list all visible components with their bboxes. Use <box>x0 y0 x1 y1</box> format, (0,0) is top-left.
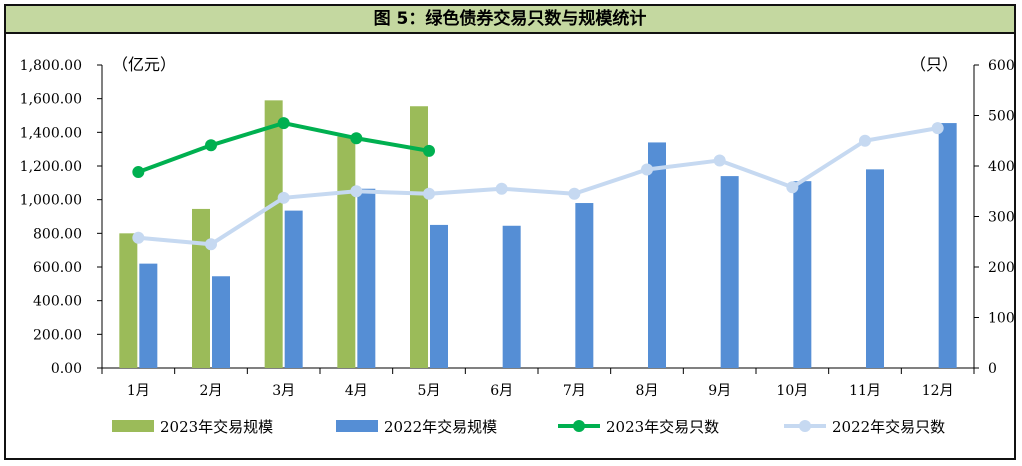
axes: 0.00 200.00 400.00 600.00 800.00 1,000.00 1,20… <box>20 58 1015 399</box>
legend-label: 2022年交易规模 <box>384 418 497 436</box>
data-point <box>205 238 217 251</box>
left-tick-label: 1,200.00 <box>20 159 82 175</box>
right-tick-label: 100 <box>988 311 1015 327</box>
legend-label: 2023年交易只数 <box>606 418 719 436</box>
data-point <box>205 139 217 152</box>
left-tick-label: 600.00 <box>33 260 82 276</box>
bar <box>192 208 210 368</box>
bar <box>264 100 283 368</box>
bar <box>793 181 812 368</box>
data-point <box>350 185 363 198</box>
data-point <box>423 144 435 157</box>
bar <box>720 176 739 368</box>
legend-swatch <box>112 420 154 432</box>
bar <box>337 136 356 368</box>
x-tick-label: 8月 <box>636 383 659 399</box>
data-point <box>350 132 363 145</box>
right-tick-label: 300 <box>988 210 1015 226</box>
chart-title: 图 5：绿色债券交易只数与规模统计 <box>6 6 1014 34</box>
data-point <box>423 187 435 200</box>
lines <box>132 117 944 251</box>
x-tick-label: 10月 <box>776 383 808 399</box>
bar <box>430 224 448 368</box>
left-tick-label: 1,400.00 <box>20 125 82 141</box>
right-tick-label: 400 <box>988 159 1015 175</box>
chart-frame: 图 5：绿色债券交易只数与规模统计 <box>4 4 1016 460</box>
left-tick-label: 1,000.00 <box>20 193 82 209</box>
legend: 2023年交易规模 2022年交易规模 2023年交易只数 2022年交易只数 <box>112 418 945 436</box>
series-line <box>138 126 939 247</box>
bar <box>648 142 666 368</box>
x-tick-label: 4月 <box>345 383 368 399</box>
bar <box>866 169 884 368</box>
bar <box>938 123 957 368</box>
data-point <box>931 122 944 135</box>
x-tick-label: 9月 <box>708 383 731 399</box>
x-tick-label: 1月 <box>127 383 150 399</box>
bar <box>284 210 303 368</box>
left-tick-label: 1,800.00 <box>20 58 82 74</box>
bar <box>119 233 138 368</box>
x-tick-label: 7月 <box>563 383 586 399</box>
left-tick-label: 400.00 <box>33 294 82 310</box>
right-tick-label: 200 <box>988 260 1015 276</box>
x-tick-label: 11月 <box>849 383 881 399</box>
bar <box>139 263 158 368</box>
x-tick-label: 5月 <box>418 383 441 399</box>
data-point <box>859 134 871 147</box>
series-line <box>137 121 430 174</box>
left-tick-label: 1,600.00 <box>20 92 82 108</box>
legend-marker <box>573 420 585 432</box>
data-point <box>786 181 799 194</box>
data-point <box>277 191 290 204</box>
left-tick-label: 200.00 <box>33 327 82 343</box>
left-axis-unit: （亿元） <box>112 55 176 74</box>
data-point <box>641 163 653 176</box>
legend-label: 2023年交易规模 <box>160 418 273 436</box>
data-point <box>277 117 290 130</box>
data-point <box>713 154 726 167</box>
data-point <box>132 231 145 244</box>
bar <box>575 203 594 368</box>
data-point <box>495 182 508 195</box>
left-tick-label: 0.00 <box>51 361 82 377</box>
left-tick-label: 800.00 <box>33 226 82 242</box>
x-tick-label: 3月 <box>272 383 295 399</box>
right-tick-label: 500 <box>988 109 1015 125</box>
bar <box>410 106 428 368</box>
data-point <box>568 187 581 200</box>
right-tick-label: 0 <box>988 361 997 377</box>
right-axis-unit: （只） <box>910 55 958 74</box>
x-tick-label: 2月 <box>200 383 223 399</box>
x-tick-label: 12月 <box>922 383 954 399</box>
bar <box>212 276 230 368</box>
right-tick-label: 600 <box>988 58 1015 74</box>
bar <box>357 188 376 368</box>
data-point <box>132 166 145 179</box>
bar <box>502 225 521 368</box>
legend-label: 2022年交易只数 <box>832 418 945 436</box>
x-tick-label: 6月 <box>490 383 513 399</box>
legend-marker <box>799 420 811 432</box>
bars <box>119 100 957 368</box>
legend-swatch <box>336 420 378 432</box>
